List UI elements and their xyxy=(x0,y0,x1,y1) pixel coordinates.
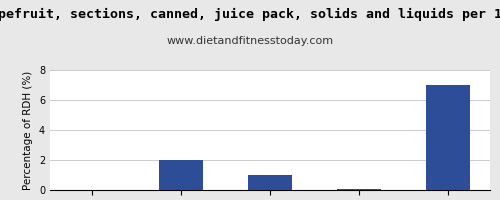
Bar xyxy=(336,188,381,190)
Y-axis label: Percentage of RDH (%): Percentage of RDH (%) xyxy=(24,70,34,190)
Bar xyxy=(159,160,204,190)
Bar xyxy=(426,85,470,190)
Bar xyxy=(248,175,292,190)
Text: www.dietandfitnesstoday.com: www.dietandfitnesstoday.com xyxy=(166,36,334,46)
Text: Grapefruit, sections, canned, juice pack, solids and liquids per 100g: Grapefruit, sections, canned, juice pack… xyxy=(0,8,500,21)
